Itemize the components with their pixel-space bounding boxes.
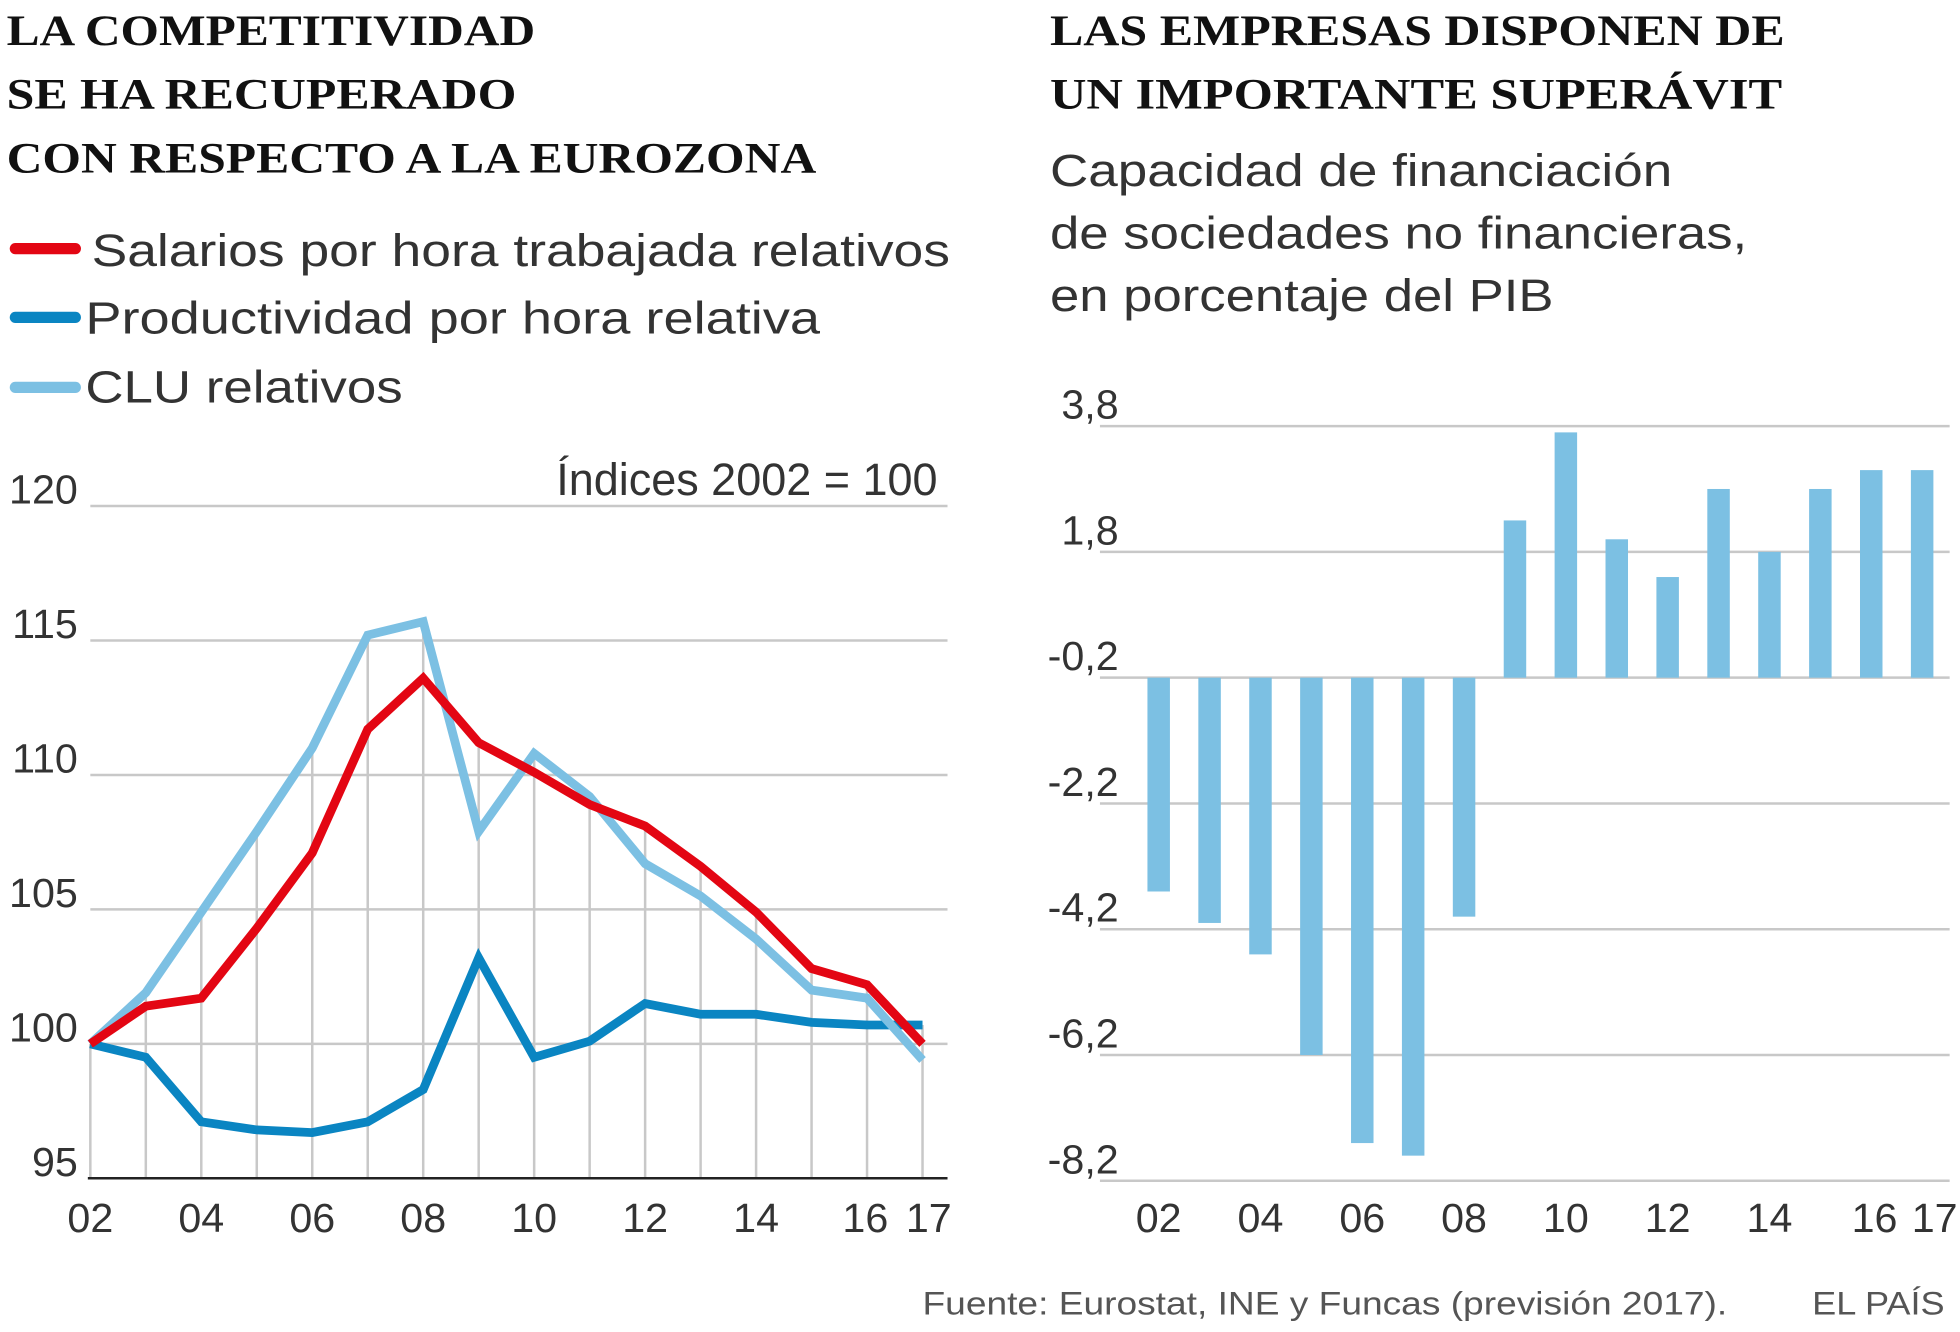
legend-label-clu: CLU relativos — [85, 361, 402, 412]
line-chart: 95 100 105 110 115 120 02 04 06 08 10 12 14 16 17 — [9, 467, 952, 1241]
left-title-line-1: LA COMPETITIVIDAD — [7, 7, 536, 55]
x-tick-label: 06 — [1339, 1195, 1385, 1241]
legend: Salarios por hora trabajada relativos Pr… — [9, 225, 950, 412]
series-line-clu — [87, 616, 926, 1063]
bar-11 — [1605, 539, 1629, 678]
brand-label: EL PAÍS — [1812, 1286, 1944, 1322]
y-tick-label: 110 — [12, 735, 78, 781]
bar-07 — [1401, 677, 1425, 1156]
bar-04 — [1249, 677, 1272, 955]
right-title-line-2: UN IMPORTANTE SUPERÁVIT — [1050, 70, 1782, 119]
bar-09 — [1503, 520, 1527, 678]
x-tick-label: 14 — [733, 1195, 779, 1241]
bar-12 — [1656, 577, 1679, 678]
x-tick-label: 17 — [1912, 1195, 1958, 1241]
series-line-salarios — [87, 671, 926, 1048]
left-title-line-2: SE HA RECUPERADO — [7, 71, 517, 119]
right-title-line-1: LAS EMPRESAS DISPONEN DE — [1050, 7, 1785, 55]
x-tick-label: 10 — [511, 1195, 557, 1241]
bar-14 — [1758, 551, 1781, 678]
bar-02 — [1147, 677, 1170, 892]
right-subtitle-line-3: en porcentaje del PIB — [1050, 270, 1554, 321]
x-tick-label: 02 — [1136, 1195, 1182, 1241]
left-title-line-3: CON RESPECTO A LA EUROZONA — [7, 134, 817, 182]
right-subtitle-line-1: Capacidad de financiación — [1050, 145, 1672, 196]
source-note: Fuente: Eurostat, INE y Funcas (previsió… — [923, 1286, 1728, 1322]
x-tick-label: 08 — [1441, 1195, 1487, 1241]
x-tick-label: 12 — [622, 1195, 668, 1241]
bar-15 — [1809, 488, 1832, 678]
x-tick-label: 16 — [1852, 1195, 1898, 1241]
y-tick-label: -2,2 — [1048, 759, 1119, 805]
x-tick-label: 16 — [842, 1195, 888, 1241]
y-tick-label: 3,8 — [1061, 382, 1118, 428]
x-tick-label: 08 — [400, 1195, 446, 1241]
y-tick-label: 105 — [9, 870, 78, 916]
bar-05 — [1300, 677, 1323, 1056]
bar-10 — [1554, 432, 1578, 678]
y-tick-label: 115 — [12, 601, 78, 647]
y-tick-label: 120 — [9, 467, 78, 513]
y-tick-label: -8,2 — [1048, 1136, 1119, 1182]
y-tick-label: -6,2 — [1048, 1011, 1119, 1057]
bar-03 — [1198, 677, 1221, 923]
x-tick-label: 10 — [1543, 1195, 1589, 1241]
x-tick-label: 04 — [178, 1195, 224, 1241]
x-tick-label: 06 — [289, 1195, 335, 1241]
series-line-productividad — [89, 947, 923, 1137]
x-tick-label: 04 — [1238, 1195, 1284, 1241]
y-tick-label: -4,2 — [1048, 885, 1119, 931]
x-tick-label: 12 — [1645, 1195, 1691, 1241]
y-tick-label: 1,8 — [1061, 507, 1118, 553]
x-tick-label: 02 — [67, 1195, 113, 1241]
bar-13 — [1707, 488, 1730, 678]
legend-label-productividad: Productividad por hora relativa — [85, 293, 821, 344]
bar-chart: 3,8 1,8 -0,2 -2,2 -4,2 -6,2 -8,2 02 04 06 08 10 12 14… — [1048, 382, 1958, 1241]
right-subtitle-line-2: de sociedades no financieras, — [1050, 208, 1747, 259]
legend-label-salarios: Salarios por hora trabajada relativos — [92, 225, 950, 276]
x-tick-label: 14 — [1747, 1195, 1793, 1241]
y-tick-label: -0,2 — [1048, 633, 1119, 679]
y-tick-label: 95 — [32, 1139, 78, 1185]
bar-17 — [1910, 470, 1934, 678]
index-note: Índices 2002 = 100 — [556, 454, 937, 505]
y-tick-label: 100 — [9, 1004, 78, 1050]
bar-08 — [1452, 677, 1476, 917]
bar-06 — [1351, 677, 1374, 1144]
x-tick-label: 17 — [906, 1195, 952, 1241]
bar-16 — [1860, 470, 1883, 678]
